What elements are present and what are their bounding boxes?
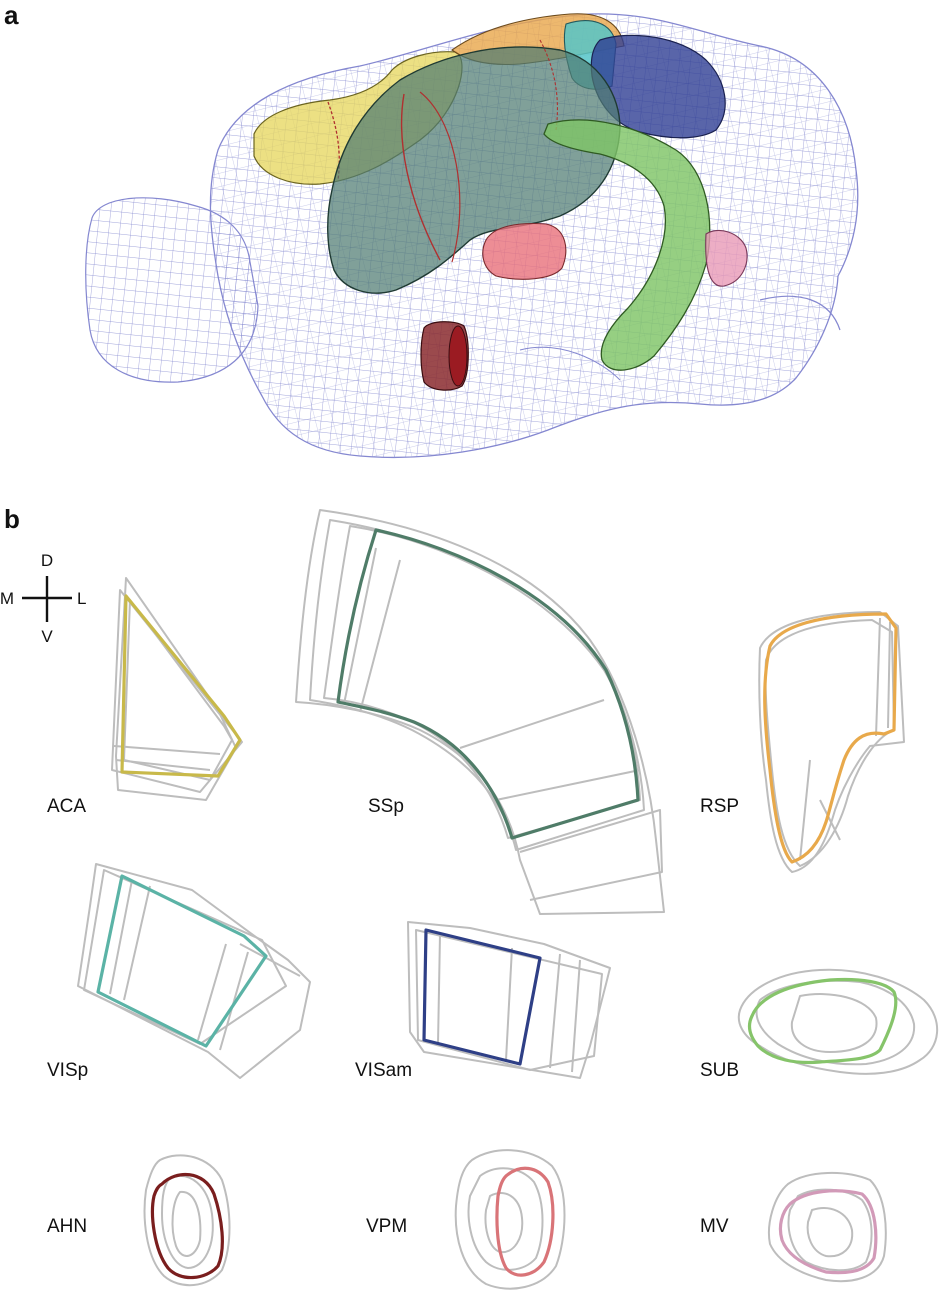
rsp-outline-gray (758, 611, 905, 873)
aca-outline-gray (123, 599, 233, 781)
orientation-compass: D V M L (0, 551, 86, 646)
brain-regions-3d (253, 13, 748, 391)
visp-outline-gray (83, 869, 287, 1045)
region-mv-outlines (768, 1172, 887, 1283)
mv-outline-gray (768, 1172, 887, 1283)
region-visam-outlines (407, 921, 611, 1079)
compass-dorsal: D (41, 551, 53, 570)
label-ssp: SSp (368, 796, 404, 817)
sub-outline-highlight (747, 977, 898, 1065)
hindbrain-contour (519, 346, 621, 381)
mv-outline-gray (806, 1207, 854, 1258)
rsp-outline-gray (799, 617, 891, 861)
region-vpm-outlines (454, 1149, 566, 1290)
panel-a-letter: a (4, 0, 19, 30)
compass-ventral: V (41, 627, 53, 646)
aca-outline-highlight (120, 594, 242, 778)
sub-3d (543, 119, 711, 371)
visam-outline-gray (415, 929, 603, 1071)
mv-outline-highlight (778, 1189, 878, 1275)
label-rsp: RSP (700, 796, 739, 817)
ssp-3d (327, 46, 621, 294)
label-mv: MV (700, 1216, 729, 1237)
panel-b-letter: b (4, 504, 20, 534)
region-ahn-outlines (143, 1154, 231, 1287)
aca-outline-gray (111, 589, 243, 793)
region-visp-outlines (77, 863, 311, 1079)
region-ssp-outlines (295, 509, 665, 915)
vpm-outline-gray (454, 1149, 566, 1290)
compass-lateral: L (77, 589, 86, 608)
label-vpm: VPM (366, 1216, 407, 1237)
label-aca: ACA (47, 796, 86, 817)
label-sub: SUB (700, 1060, 739, 1081)
ssp-boundary-2 (419, 91, 461, 263)
panel-a: a (4, 0, 859, 459)
visam-outline-gray (437, 933, 581, 1073)
region-sub-outlines (737, 968, 939, 1075)
sub-outline-gray (790, 993, 878, 1053)
region-aca-outlines (111, 577, 243, 801)
ssp-boundary-3 (539, 39, 558, 131)
ssp-outline-highlight (336, 528, 640, 840)
ssp-outline-gray (323, 525, 641, 839)
rsp-outline-highlight (763, 612, 898, 864)
vpm-outline-highlight (495, 1166, 555, 1277)
ssp-outline-gray (519, 809, 663, 901)
vpm-outline-gray (467, 1167, 544, 1271)
mv-outline-gray (787, 1188, 873, 1272)
label-visam: VISam (355, 1060, 412, 1081)
ssp-outline-gray (309, 519, 645, 851)
cerebellum-contour (759, 295, 841, 331)
visam-outline-highlight (422, 928, 542, 1066)
ssp-boundary-1 (400, 93, 441, 261)
ahn-3d-end (448, 325, 468, 387)
ahn-outline-gray (171, 1190, 202, 1257)
region-rsp-outlines (758, 611, 905, 873)
visp-outline-gray (77, 863, 311, 1079)
ahn-outline-gray (143, 1154, 231, 1287)
visp-outline-highlight (96, 874, 268, 1048)
mv-3d (705, 230, 748, 287)
panel-b: b D V M L ACA SSp (0, 504, 939, 1290)
label-ahn: AHN (47, 1216, 87, 1237)
vpm-3d (482, 223, 567, 280)
vpm-outline-gray (484, 1191, 524, 1254)
ahn-outline-highlight (150, 1172, 224, 1280)
compass-medial: M (0, 589, 14, 608)
ssp-outline-gray (343, 547, 641, 801)
aca-outline-gray (113, 745, 221, 771)
ahn-outline-gray (161, 1175, 214, 1269)
sub-outline-gray (737, 968, 939, 1075)
visp-outline-gray (109, 879, 301, 1051)
ssp-outline-gray (295, 509, 665, 915)
label-visp: VISp (47, 1060, 88, 1081)
